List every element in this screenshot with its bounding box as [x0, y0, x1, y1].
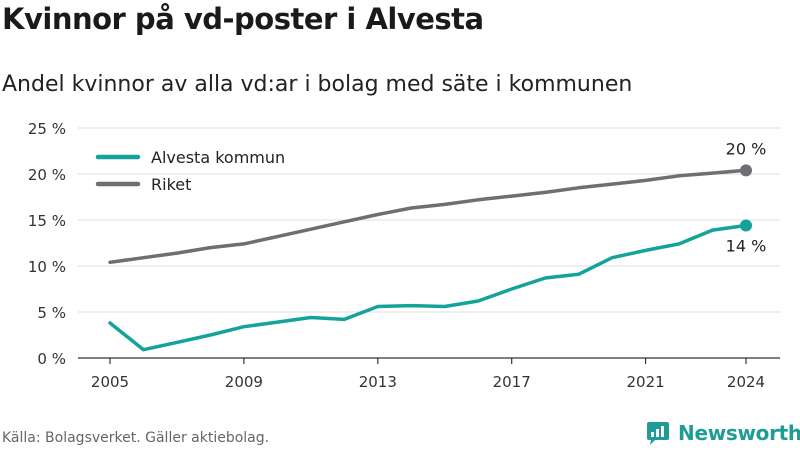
- legend-label-0: Alvesta kommun: [151, 148, 285, 167]
- x-tick-label: 2021: [626, 373, 664, 391]
- legend-label-1: Riket: [151, 175, 191, 194]
- series-end-point-1: [740, 164, 752, 177]
- y-tick-label: 5 %: [37, 304, 66, 322]
- y-tick-label: 15 %: [28, 212, 66, 230]
- y-tick-label: 25 %: [28, 120, 66, 138]
- y-tick-label: 10 %: [28, 258, 66, 276]
- x-tick-label: 2009: [225, 373, 263, 391]
- series-end-point-0: [740, 219, 752, 232]
- y-tick-label: 0 %: [37, 350, 66, 368]
- y-axis-ticks: 0 % 5 % 10 % 15 % 20 % 25 %: [28, 120, 66, 368]
- brand-name: Newsworthy: [678, 421, 800, 445]
- series-lines: [108, 168, 748, 352]
- chart-subtitle: Andel kvinnor av alla vd:ar i bolag med …: [2, 72, 633, 97]
- chart-title: Kvinnor på vd-poster i Alvesta: [2, 2, 484, 36]
- end-labels: 14 % 20 %: [726, 139, 767, 255]
- x-tick-label: 2013: [359, 373, 397, 391]
- brand-logo: Newsworthy: [645, 420, 800, 446]
- end-value-label-0: 14 %: [726, 237, 767, 256]
- newsworthy-logo-icon: [647, 422, 669, 445]
- series-line-1: [108, 168, 748, 265]
- legend: Alvesta kommun Riket: [95, 148, 285, 194]
- y-tick-label: 20 %: [28, 166, 66, 184]
- x-tick-label: 2017: [493, 373, 531, 391]
- series-line-0: [108, 223, 748, 352]
- x-axis: 2005 2009 2013 2017 2021 2024: [78, 357, 780, 391]
- x-tick-label: 2005: [91, 373, 129, 391]
- source-note: Källa: Bolagsverket. Gäller aktiebolag.: [2, 430, 270, 446]
- end-value-label-1: 20 %: [726, 139, 767, 158]
- gridlines: [78, 127, 780, 313]
- x-tick-label: 2024: [727, 373, 765, 391]
